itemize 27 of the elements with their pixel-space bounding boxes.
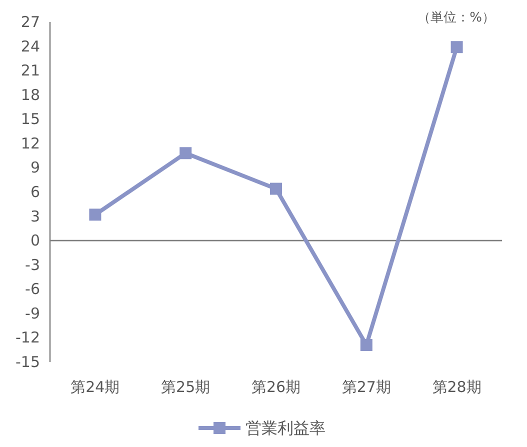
y-tick-label: 15 bbox=[20, 110, 40, 128]
y-tick-label: -15 bbox=[16, 353, 40, 371]
y-tick-label: 9 bbox=[30, 158, 40, 177]
legend-label: 営業利益率 bbox=[246, 418, 326, 438]
x-tick-label: 第28期 bbox=[432, 378, 482, 396]
annotation: （単位：%） bbox=[418, 10, 495, 26]
x-tick-label: 第25期 bbox=[161, 378, 210, 396]
point bbox=[180, 147, 192, 160]
y-tick-label: 18 bbox=[20, 86, 40, 104]
point bbox=[270, 182, 282, 195]
y-tick-label: -12 bbox=[16, 328, 40, 347]
y-tick-label: 24 bbox=[20, 37, 40, 56]
point bbox=[360, 339, 372, 351]
point bbox=[450, 41, 463, 54]
y-tick-label: 27 bbox=[20, 13, 40, 31]
x-tick-label: 第27期 bbox=[342, 378, 391, 396]
y-tick-label: 0 bbox=[30, 232, 40, 250]
y-tick-label: -3 bbox=[25, 256, 40, 274]
x-tick-label: 第26期 bbox=[251, 378, 301, 396]
point bbox=[89, 208, 102, 221]
y-tick-label: -6 bbox=[25, 280, 40, 298]
y-tick-label: 3 bbox=[30, 207, 40, 226]
y-tick-label: -9 bbox=[25, 304, 40, 322]
y-tick-label: 21 bbox=[20, 62, 40, 80]
y-tick-label: 6 bbox=[30, 183, 40, 201]
y-tick-label: 12 bbox=[20, 134, 40, 152]
x-tick-label: 第24期 bbox=[70, 378, 120, 396]
